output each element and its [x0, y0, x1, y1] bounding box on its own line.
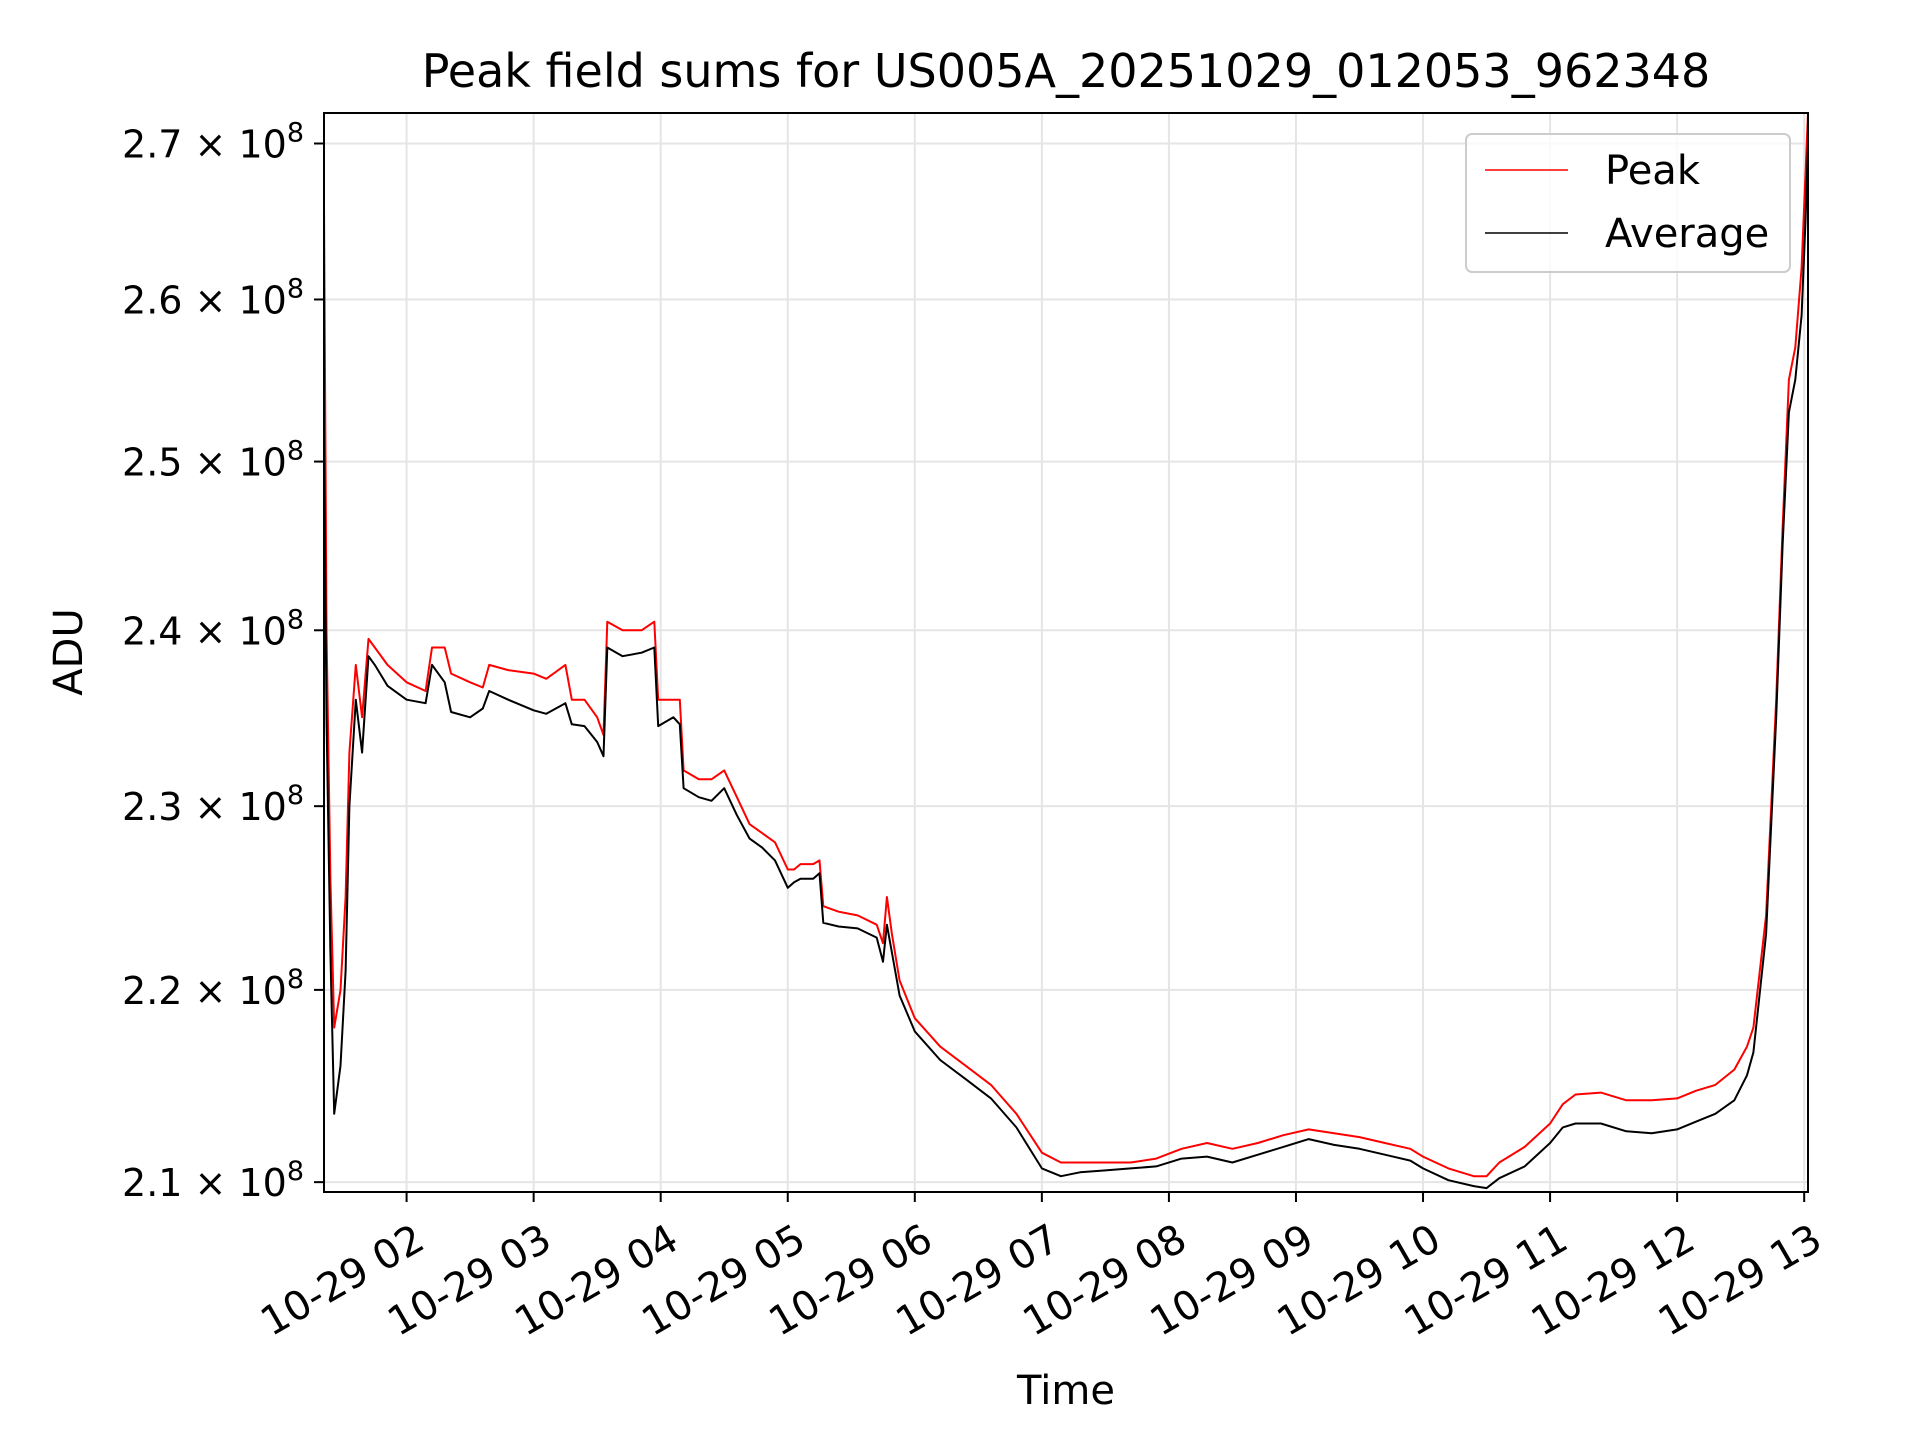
plot-frame — [323, 112, 1809, 1193]
y-tick-mantissa: 2.7 — [122, 123, 182, 167]
x-axis-label: Time — [1016, 1368, 1115, 1414]
y-tick-label: 2.3 × 108 — [122, 780, 304, 829]
y-tick-mantissa: 2.4 — [122, 609, 182, 653]
y-tick-exponent: 8 — [287, 273, 304, 304]
y-tick-times: × 10 — [182, 609, 286, 653]
y-tick-exponent: 8 — [287, 780, 304, 811]
y-tick-label: 2.6 × 108 — [122, 273, 304, 322]
y-tick-times: × 10 — [182, 1161, 286, 1205]
y-tick-mantissa: 2.6 — [122, 278, 182, 322]
y-axis-label: ADU — [46, 608, 92, 695]
y-tick-mantissa: 2.5 — [122, 441, 182, 485]
y-tick-mantissa: 2.1 — [122, 1161, 182, 1205]
legend: Peak Average — [1465, 133, 1791, 273]
y-tick-times: × 10 — [182, 441, 286, 485]
y-tick-exponent: 8 — [287, 118, 304, 149]
legend-peak-label: Peak — [1605, 148, 1701, 194]
y-tick-label: 2.5 × 108 — [122, 436, 304, 485]
y-tick-mantissa: 2.3 — [122, 785, 182, 829]
y-tick-exponent: 8 — [287, 436, 304, 467]
y-tick-label: 2.7 × 108 — [122, 118, 304, 167]
series-line-average — [323, 143, 1809, 1190]
chart-title: Peak field sums for US005A_20251029_0120… — [422, 44, 1711, 98]
y-tick-times: × 10 — [182, 278, 286, 322]
y-tick-exponent: 8 — [287, 604, 304, 635]
series-line-peak — [323, 112, 1809, 1178]
plot-area — [323, 112, 1809, 1190]
y-tick-times: × 10 — [182, 969, 286, 1013]
y-tick-label: 2.2 × 108 — [122, 964, 304, 1013]
y-tick-times: × 10 — [182, 785, 286, 829]
y-tick-label: 2.1 × 108 — [122, 1156, 304, 1205]
legend-average-label: Average — [1605, 211, 1769, 257]
y-tick-mantissa: 2.2 — [122, 969, 182, 1013]
y-tick-label: 2.4 × 108 — [122, 604, 304, 653]
y-tick-times: × 10 — [182, 123, 286, 167]
y-tick-exponent: 8 — [287, 964, 304, 995]
y-tick-exponent: 8 — [287, 1156, 304, 1187]
legend-box — [1465, 133, 1791, 273]
